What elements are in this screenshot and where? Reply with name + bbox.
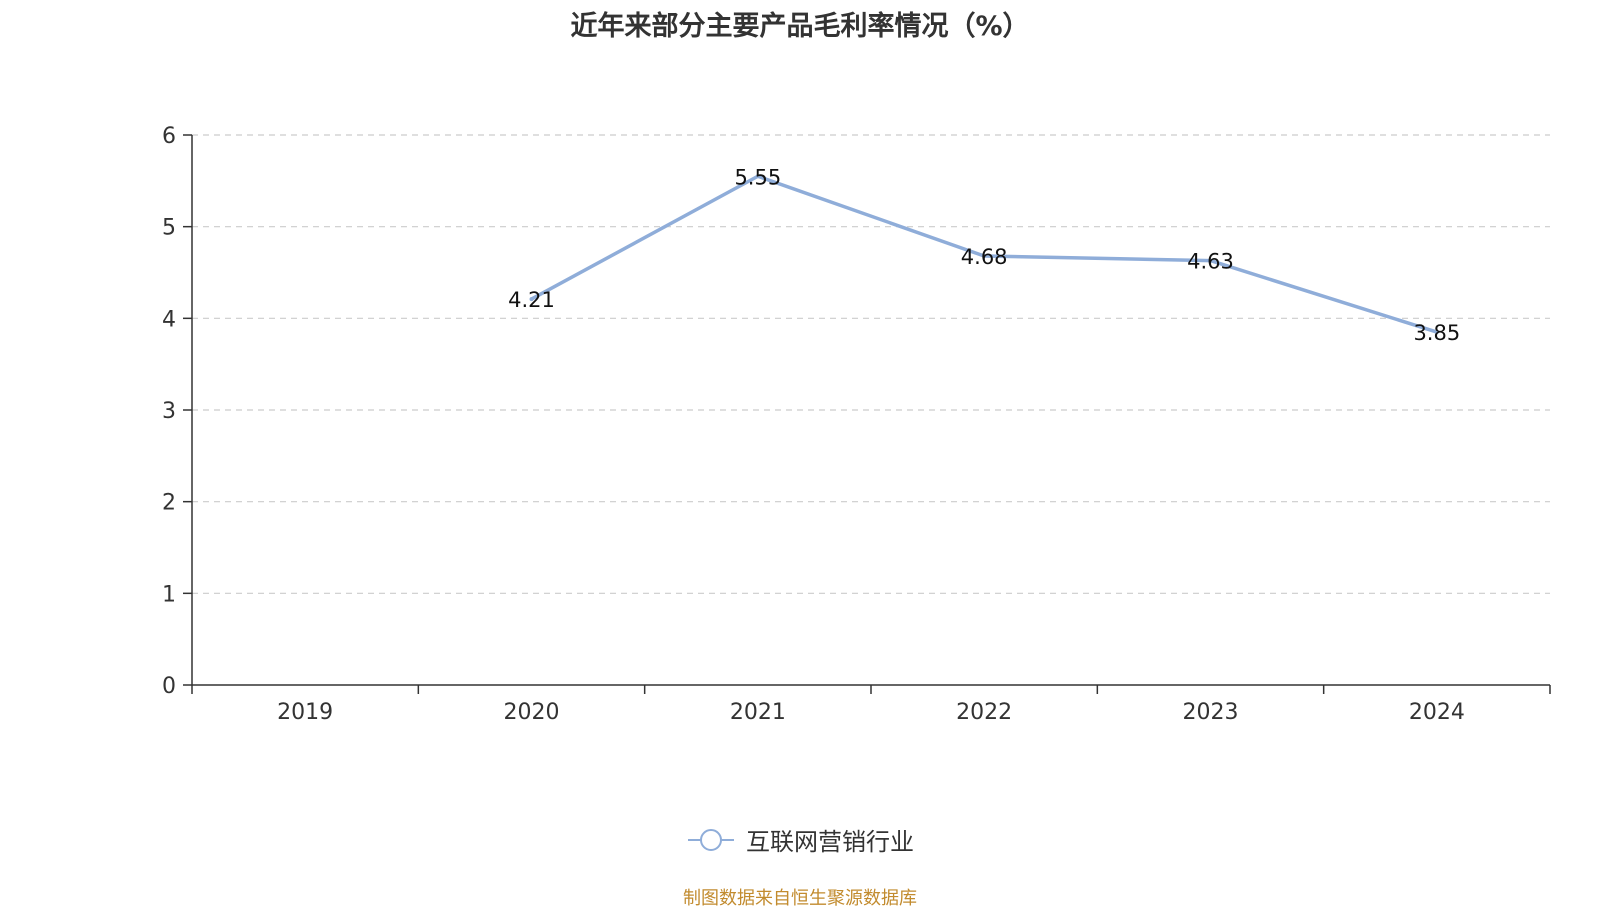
x-tick-label: 2024 [1409,700,1465,725]
legend-label: 互联网营销行业 [746,828,914,856]
x-tick-label: 2022 [956,700,1012,725]
data-point [755,174,760,179]
y-tick-label: 0 [162,674,176,699]
y-tick-label: 5 [162,216,176,241]
data-point [1208,258,1213,263]
data-label: 4.63 [1187,250,1234,274]
data-label: 5.55 [734,165,781,189]
x-tick-label: 2023 [1183,700,1239,725]
x-tick-label: 2020 [504,700,560,725]
legend-line-icon [688,828,734,851]
data-label: 4.68 [961,245,1008,269]
y-tick-label: 3 [162,399,176,424]
chart-title: 近年来部分主要产品毛利率情况（%） [570,11,1030,42]
data-label: 4.21 [508,288,555,312]
source-note: 制图数据来自恒生聚源数据库 [683,888,917,909]
legend[interactable]: 互联网营销行业 [0,822,1600,857]
x-tick-label: 2019 [277,700,333,725]
y-tick-label: 2 [162,491,176,516]
y-tick-label: 6 [162,124,176,149]
data-label: 3.85 [1413,321,1460,345]
data-point [529,297,534,302]
data-point [982,254,987,258]
data-point [1434,330,1439,335]
y-tick-label: 1 [162,582,176,607]
y-tick-label: 4 [162,307,176,332]
x-tick-label: 2021 [730,700,786,725]
